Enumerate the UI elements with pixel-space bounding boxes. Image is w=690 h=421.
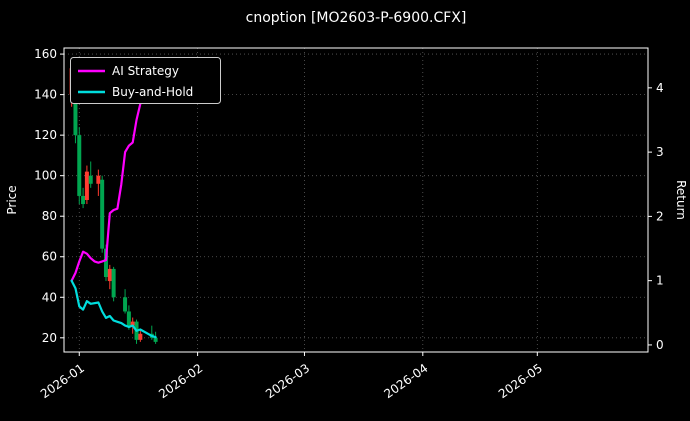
legend-label-buy-and-hold: Buy-and-Hold bbox=[112, 85, 193, 99]
candle-body bbox=[126, 311, 131, 326]
candle-body bbox=[84, 171, 89, 200]
candle-body bbox=[111, 268, 116, 298]
candle-body bbox=[77, 135, 82, 196]
date-tick-label: 2026-03 bbox=[263, 361, 312, 401]
candle-body bbox=[88, 175, 93, 184]
return-tick-label: 3 bbox=[656, 145, 664, 159]
plot-border bbox=[63, 47, 649, 353]
legend-box bbox=[70, 57, 221, 104]
candle-body bbox=[81, 195, 86, 205]
price-tick-label: 20 bbox=[42, 331, 57, 345]
price-tick-label: 100 bbox=[34, 169, 57, 183]
candle-body bbox=[96, 175, 101, 184]
date-tick-label: 2026-01 bbox=[38, 361, 87, 401]
candle-body bbox=[100, 179, 105, 249]
return-tick-label: 0 bbox=[656, 338, 664, 352]
candle-body bbox=[73, 74, 78, 136]
price-tick-label: 40 bbox=[42, 290, 57, 304]
legend-label-ai-strategy: AI Strategy bbox=[112, 64, 179, 78]
candle-body bbox=[123, 297, 128, 312]
candle-body bbox=[103, 248, 108, 278]
price-axis-label: Price bbox=[5, 185, 19, 214]
candle-body bbox=[130, 321, 135, 326]
price-tick-label: 160 bbox=[34, 47, 57, 61]
price-tick-label: 80 bbox=[42, 209, 57, 223]
date-tick-label: 2026-05 bbox=[496, 361, 545, 401]
chart-title: cnoption [MO2603-P-6900.CFX] bbox=[246, 10, 467, 26]
return-tick-label: 1 bbox=[656, 274, 664, 288]
return-tick-label: 4 bbox=[656, 81, 664, 95]
candle-body bbox=[153, 337, 158, 342]
ai-strategy-line bbox=[70, 93, 146, 282]
return-tick-label: 2 bbox=[656, 209, 664, 223]
return-axis-label: Return bbox=[674, 180, 688, 220]
date-tick-label: 2026-04 bbox=[381, 361, 430, 401]
price-tick-label: 60 bbox=[42, 250, 57, 264]
price-tick-label: 120 bbox=[34, 128, 57, 142]
legend: AI Strategy Buy-and-Hold bbox=[70, 57, 221, 104]
price-tick-label: 140 bbox=[34, 88, 57, 102]
date-tick-label: 2026-02 bbox=[156, 361, 205, 401]
candle-body bbox=[138, 333, 143, 340]
candle-body bbox=[107, 268, 112, 282]
buy-and-hold-line bbox=[70, 279, 157, 339]
